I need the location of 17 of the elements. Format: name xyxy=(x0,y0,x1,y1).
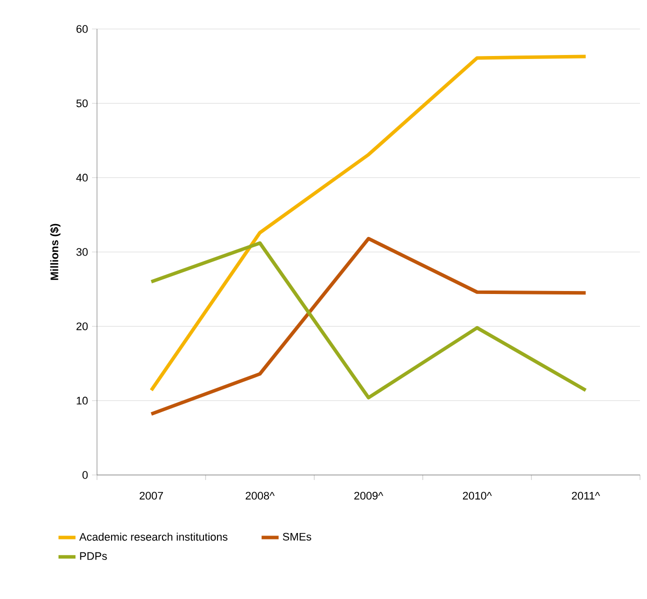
y-tick-label: 30 xyxy=(76,248,88,256)
x-tick-label: 2007 xyxy=(140,492,163,500)
y-tick-label: 20 xyxy=(76,322,88,330)
x-tick-label: 2009^ xyxy=(354,492,384,500)
y-tick-label: 50 xyxy=(76,99,88,108)
legend-label: Academic research institutions xyxy=(79,532,228,541)
y-tick-label: 10 xyxy=(76,396,88,405)
y-axis-title: Millions ($) xyxy=(50,224,60,280)
legend-label: PDPs xyxy=(80,552,107,560)
line-series xyxy=(150,54,588,392)
legend-label: SMEs xyxy=(282,532,312,541)
y-tick-label: 40 xyxy=(76,174,88,182)
x-tick-label: 2008^ xyxy=(246,492,275,500)
x-tick-label: 2011^ xyxy=(572,492,600,500)
y-tick-label: 60 xyxy=(76,25,88,33)
y-tick-label: 0 xyxy=(82,471,88,479)
x-tick-label: 2010^ xyxy=(462,492,492,500)
